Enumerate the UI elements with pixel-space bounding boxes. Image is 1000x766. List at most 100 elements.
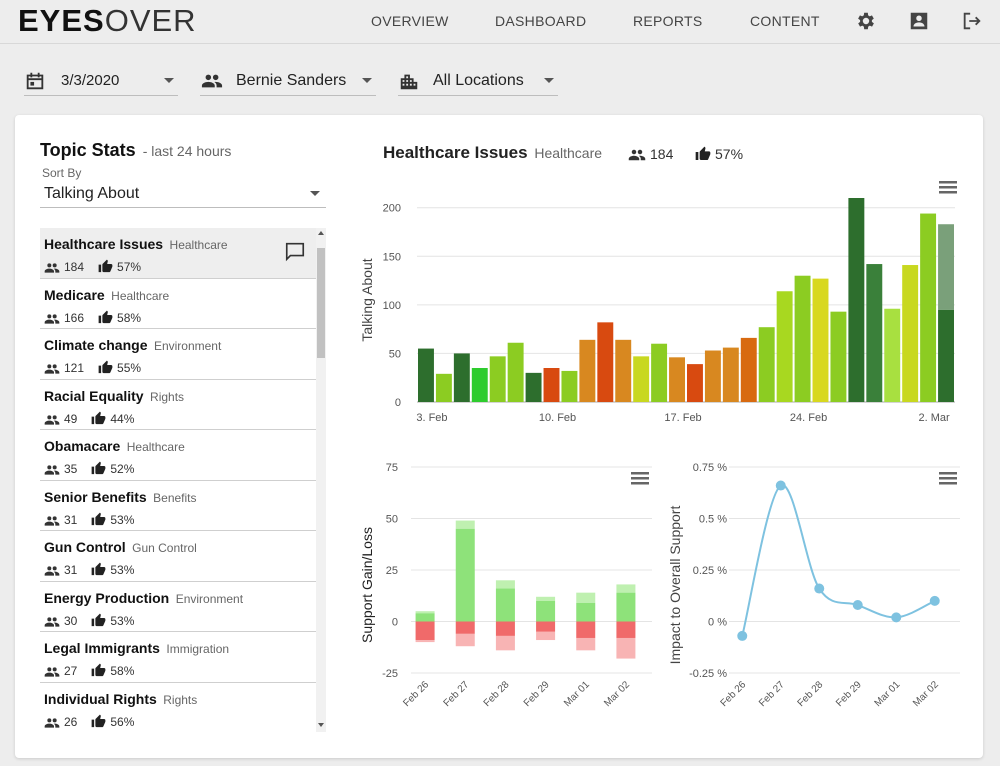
y-tick-label: 75 [386, 462, 398, 474]
topic-category: Environment [153, 339, 222, 353]
y-tick-label: 0 [392, 617, 398, 629]
bar-loss [415, 621, 435, 641]
y-tick-label: -25 [382, 668, 398, 680]
bar [687, 364, 703, 402]
topic-category: Healthcare [169, 238, 228, 252]
people-icon [44, 515, 60, 526]
scroll-up-arrow[interactable] [318, 231, 324, 235]
topic-list-item[interactable]: Individual Rights Rights 26 56% [40, 683, 316, 733]
topic-pct: 58% [110, 664, 135, 678]
bar-loss-light [415, 640, 435, 643]
y-axis-label: Support Gain/Loss [359, 527, 375, 643]
topic-stats-title: Topic Stats - last 24 hours [40, 140, 232, 160]
y-tick-label: 0.5 % [699, 514, 727, 526]
bar [453, 353, 470, 402]
series-line [741, 484, 936, 637]
y-axis-label: Talking About [359, 258, 375, 341]
bar [812, 278, 829, 402]
topic-count: 31 [64, 512, 78, 527]
bar-gain-light [455, 520, 475, 529]
topic-list-item[interactable]: Gun Control Gun Control 31 53% [40, 531, 316, 582]
topic-list-item[interactable]: Senior Benefits Benefits 31 53% [40, 481, 316, 531]
scrollbar-thumb[interactable] [317, 248, 325, 358]
bar [938, 309, 954, 402]
bar-extra-segment [938, 224, 954, 310]
bar-loss [455, 621, 475, 634]
bar-gain [415, 613, 435, 622]
bar [615, 339, 632, 402]
topic-list-item[interactable]: Medicare Healthcare 166 58% [40, 279, 316, 329]
bar [489, 356, 506, 402]
nav-dashboard[interactable]: DASHBOARD [495, 13, 587, 29]
bar-gain-light [415, 611, 435, 614]
bar-gain [616, 592, 636, 622]
y-axis-label: Impact to Overall Support [667, 506, 683, 665]
y-tick-label: 0 [395, 397, 401, 409]
nav-overview[interactable]: OVERVIEW [371, 13, 449, 29]
y-tick-label: 150 [383, 251, 401, 263]
topic-count: 26 [64, 714, 78, 729]
topic-count: 35 [64, 462, 78, 476]
topic-list-item[interactable]: Climate change Environment 121 55% [40, 329, 316, 380]
topic-list-item[interactable]: Obamacare Healthcare 35 52% [40, 430, 316, 481]
bar [902, 265, 919, 402]
date-filter[interactable]: 3/3/2020 [24, 66, 178, 96]
x-tick-label: Mar 01 [873, 679, 903, 709]
building-icon [400, 74, 418, 90]
scroll-down-arrow[interactable] [318, 723, 324, 727]
person-filter[interactable]: Bernie Sanders [200, 66, 376, 96]
people-icon [44, 616, 60, 627]
data-point [852, 600, 863, 611]
location-filter[interactable]: All Locations [398, 66, 558, 96]
nav-reports[interactable]: REPORTS [633, 13, 703, 29]
topic-list-item[interactable]: Healthcare Issues Healthcare 184 57% [40, 228, 316, 279]
menu-icon-line [939, 482, 957, 485]
person-value: Bernie Sanders [236, 72, 347, 89]
bar-loss [616, 621, 636, 638]
scrollbar[interactable] [316, 228, 326, 732]
bar-gain-light [576, 592, 596, 603]
nav-content[interactable]: CONTENT [750, 13, 820, 29]
location-value: All Locations [433, 72, 524, 89]
people-icon [44, 263, 60, 273]
bar [920, 213, 937, 402]
menu-icon-line [939, 186, 957, 189]
topic-category: Gun Control [132, 541, 197, 555]
bar [418, 348, 434, 402]
thumbs-up-icon [91, 613, 106, 626]
main-panel [15, 115, 983, 758]
topic-category: Immigration [166, 642, 230, 656]
topic-list-item[interactable]: Racial Equality Rights 49 44% [40, 380, 316, 430]
x-tick-label: Feb 26 [401, 679, 431, 709]
menu-icon-line [631, 482, 649, 485]
topic-list-item[interactable]: Legal Immigrants Immigration 27 58% [40, 632, 316, 683]
x-tick-label: Feb 26 [719, 679, 749, 709]
sort-by-value: Talking About [44, 185, 140, 202]
menu-icon-line [939, 191, 957, 194]
bar-gain-light [536, 596, 556, 601]
topic-pct: 53% [110, 512, 135, 527]
bar-loss [576, 621, 596, 638]
topic-list-item[interactable]: Energy Production Environment 30 53% [40, 582, 316, 632]
account-box-icon[interactable] [908, 10, 930, 32]
sort-by-select[interactable]: Talking About [40, 182, 326, 208]
data-point [737, 630, 748, 641]
comment-icon[interactable] [284, 240, 306, 262]
x-tick-label: Feb 27 [442, 679, 472, 709]
y-tick-label: 0.75 % [693, 462, 727, 474]
bar [669, 357, 685, 402]
bar [633, 356, 650, 402]
logout-icon[interactable] [961, 10, 983, 32]
topic-pct: 53% [110, 613, 135, 628]
topic-name: Obamacare [44, 438, 121, 454]
y-tick-label: 50 [386, 514, 398, 526]
y-tick-label: 50 [389, 348, 401, 360]
people-icon [44, 717, 60, 728]
gear-icon[interactable] [855, 10, 877, 32]
topic-name: Gun Control [44, 539, 126, 555]
bar [525, 372, 542, 402]
bar-gain-light [495, 580, 515, 589]
bar-gain [576, 602, 596, 622]
logo[interactable]: EYESOVER [18, 3, 197, 38]
x-tick-label: 10. Feb [539, 412, 576, 424]
